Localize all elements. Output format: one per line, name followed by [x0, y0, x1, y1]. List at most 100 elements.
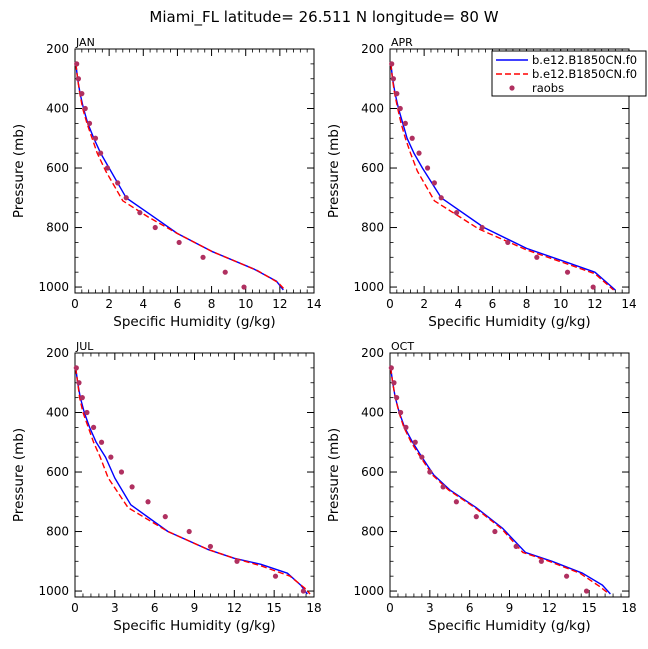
raobs-point — [82, 105, 88, 112]
y-axis-title: Pressure (mb) — [326, 124, 342, 218]
y-axis-title: Pressure (mb) — [11, 428, 27, 522]
raobs-point — [590, 284, 596, 290]
raobs-point — [92, 135, 99, 141]
x-tick-label: 10 — [238, 297, 253, 311]
series-line-dashed — [390, 63, 615, 291]
raobs-point — [564, 269, 571, 275]
x-axis-title: Specific Humidity (g/kg) — [428, 618, 590, 634]
plot-frame — [389, 48, 630, 294]
y-tick-label: 400 — [46, 406, 69, 420]
x-tick-label: 0 — [71, 601, 79, 615]
x-tick-label: 8 — [208, 297, 216, 311]
y-tick-label: 1000 — [353, 280, 384, 294]
raobs-point — [424, 165, 431, 171]
raobs-point — [98, 150, 104, 156]
series-line-solid — [75, 367, 308, 595]
raobs-point — [409, 135, 415, 141]
legend-item: b.e12.B1850CN.f0 — [496, 67, 637, 81]
y-tick-label: 400 — [361, 406, 384, 420]
legend-item: raobs — [509, 81, 564, 95]
raobs-point — [234, 558, 240, 564]
raobs-point — [431, 180, 437, 186]
y-tick-label: 600 — [46, 465, 69, 479]
x-tick-label: 12 — [227, 601, 242, 615]
raobs-point — [513, 543, 519, 550]
plot-frame — [74, 48, 315, 294]
x-tick-label: 2 — [420, 297, 428, 311]
x-tick-label: 6 — [174, 297, 182, 311]
x-axis-title: Specific Humidity (g/kg) — [113, 314, 275, 330]
raobs-point — [505, 239, 511, 246]
x-axis-title: Specific Humidity (g/kg) — [113, 618, 275, 634]
x-tick-label: 6 — [489, 297, 497, 311]
raobs-point — [394, 395, 400, 401]
x-axis-title: Specific Humidity (g/kg) — [428, 314, 590, 330]
raobs-point — [241, 284, 247, 290]
series-line-solid — [75, 63, 284, 291]
y-tick-label: 200 — [361, 42, 384, 56]
raobs-point — [479, 224, 485, 231]
raobs-point — [118, 469, 125, 475]
y-tick-label: 1000 — [353, 584, 384, 598]
series-line-solid — [390, 367, 611, 595]
x-tick-label: 8 — [523, 297, 531, 311]
raobs-point — [427, 469, 433, 475]
raobs-point — [492, 528, 498, 535]
x-tick-label: 3 — [111, 601, 119, 615]
raobs-point — [534, 254, 540, 260]
raobs-point — [388, 365, 394, 371]
y-tick-label: 800 — [46, 525, 69, 539]
x-tick-label: 3 — [426, 601, 434, 615]
raobs-point — [222, 269, 228, 275]
x-tick-label: 18 — [621, 601, 636, 615]
x-tick-label: 4 — [454, 297, 462, 311]
x-tick-label: 15 — [267, 601, 282, 615]
panel-label: OCT — [391, 340, 414, 353]
raobs-point — [108, 454, 114, 460]
plot-frame — [389, 352, 630, 598]
raobs-point — [438, 195, 444, 201]
raobs-point — [76, 380, 82, 386]
raobs-point — [137, 210, 143, 216]
raobs-point — [391, 380, 397, 386]
legend-label: b.e12.B1850CN.f0 — [532, 67, 637, 81]
x-tick-label: 9 — [191, 601, 199, 615]
raobs-point — [402, 120, 408, 126]
raobs-point — [162, 514, 168, 520]
y-tick-label: 1000 — [38, 584, 69, 598]
raobs-point — [389, 61, 395, 67]
raobs-point — [79, 91, 85, 97]
y-tick-label: 800 — [361, 525, 384, 539]
raobs-point — [73, 365, 79, 371]
raobs-point — [563, 573, 570, 579]
panel-label: JUL — [75, 340, 94, 353]
x-tick-label: 6 — [151, 601, 159, 615]
raobs-point — [390, 76, 397, 82]
raobs-point — [123, 195, 129, 201]
panel-apr: APR 0 2 4 6 8 10 12 14 200 400 600 800 1000 Specific H… — [326, 36, 637, 330]
legend-label: b.e12.B1850CN.f0 — [532, 53, 637, 67]
series-line-dashed — [75, 367, 311, 595]
raobs-point — [403, 424, 409, 430]
raobs-point — [394, 91, 400, 97]
x-tick-label: 0 — [71, 297, 79, 311]
y-axis-title: Pressure (mb) — [11, 124, 27, 218]
raobs-point — [538, 558, 544, 564]
raobs-point — [84, 409, 90, 416]
y-tick-label: 200 — [46, 346, 69, 360]
x-tick-label: 6 — [466, 601, 474, 615]
raobs-point — [152, 224, 158, 231]
raobs-point — [74, 61, 80, 67]
panel-oct: OCT 0 3 6 9 12 15 18 200 400 600 800 1000 Specific Hu… — [326, 340, 637, 634]
x-tick-label: 2 — [105, 297, 113, 311]
y-tick-label: 200 — [46, 42, 69, 56]
legend-marker — [509, 85, 515, 91]
raobs-point — [176, 239, 182, 246]
y-tick-label: 800 — [361, 221, 384, 235]
raobs-point — [397, 105, 403, 112]
raobs-point — [75, 76, 82, 82]
raobs-point — [98, 439, 105, 445]
x-tick-label: 12 — [587, 297, 602, 311]
